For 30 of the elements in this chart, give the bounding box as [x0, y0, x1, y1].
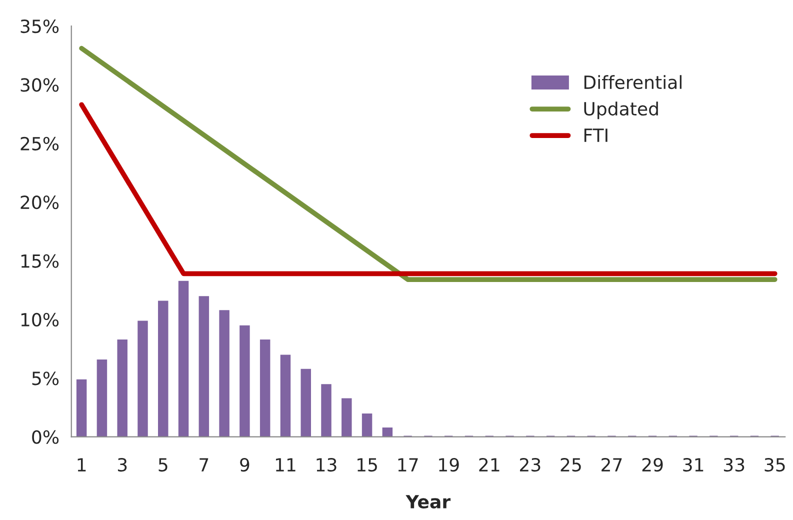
x-tick-label: 7	[200, 458, 208, 472]
y-tick-label: 20%	[20, 196, 59, 210]
y-tick-label: 35%	[20, 19, 59, 34]
x-tick-label: 31	[683, 458, 704, 472]
y-tick-label: 5%	[32, 372, 59, 386]
x-axis-title: Year	[406, 495, 451, 509]
y-tick-label: 10%	[21, 312, 59, 327]
x-tick-label: 19	[439, 458, 459, 472]
x-tick-label: 35	[764, 458, 785, 472]
x-tick-label: 21	[479, 458, 500, 472]
x-tick-label: 29	[642, 458, 663, 472]
legend-label: Differential	[584, 75, 682, 90]
x-tick-label: 5	[158, 458, 168, 472]
y-tick-label: 30%	[20, 78, 59, 92]
x-tick-label: 15	[358, 458, 377, 472]
x-tick-label: 9	[240, 458, 250, 472]
x-tick-label: 17	[398, 458, 418, 472]
x-tick-label: 13	[316, 458, 336, 472]
legend-label: Updated	[584, 102, 658, 120]
x-tick-label: 33	[724, 458, 744, 472]
x-tick-label: 1	[78, 458, 86, 472]
y-tick-label: 0%	[32, 430, 59, 444]
x-tick-label: 25	[560, 458, 581, 472]
x-tick-label: 11	[276, 458, 296, 472]
y-tick-label: 15%	[21, 254, 59, 268]
x-tick-label: 27	[602, 458, 622, 472]
x-tick-label: 23	[520, 458, 540, 472]
x-tick-label: 3	[118, 458, 127, 472]
y-tick-label: 25%	[20, 136, 59, 150]
legend-label: FTI	[584, 128, 608, 142]
